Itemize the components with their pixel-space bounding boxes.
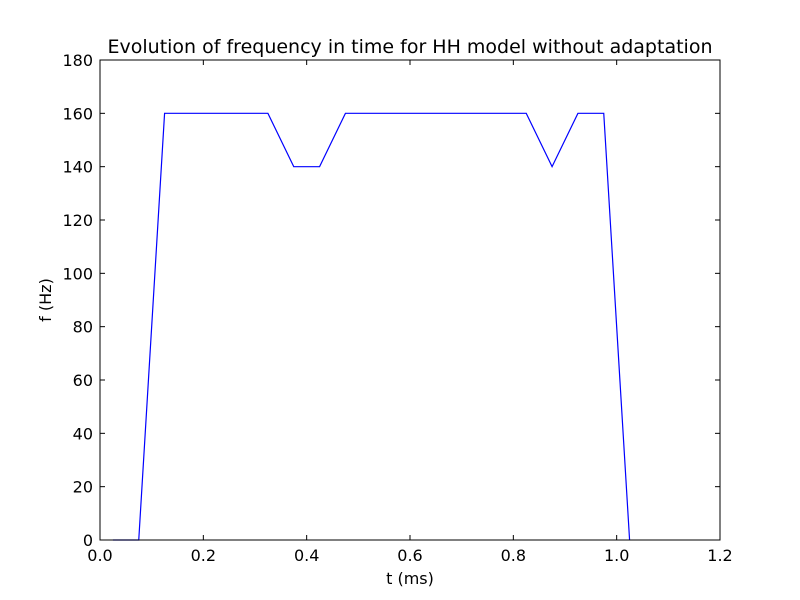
x-tick-label: 1.2 <box>707 546 732 565</box>
series-line-0 <box>112 112 631 541</box>
y-tick-label: 100 <box>62 264 93 283</box>
y-tick-label: 0 <box>83 531 93 550</box>
x-tick-label: 0.2 <box>191 546 216 565</box>
y-tick-label: 120 <box>62 211 93 230</box>
axis-ticks: 0.0 0.2 0.4 0.6 0.8 1.0 1.2 0 20 40 60 80 100 120 140 1… <box>62 51 732 565</box>
y-tick-label: 160 <box>62 104 93 123</box>
y-axis-label: f (Hz) <box>36 278 55 322</box>
y-tick-label: 80 <box>73 318 93 337</box>
y-tick-label: 20 <box>73 478 93 497</box>
x-tick-label: 1.0 <box>604 546 629 565</box>
x-tick-label: 0.4 <box>294 546 319 565</box>
plot-area <box>112 112 631 541</box>
chart-title: Evolution of frequency in time for HH mo… <box>108 36 713 58</box>
x-tick-label: 0.6 <box>397 546 422 565</box>
x-tick-label: 0.0 <box>87 546 112 565</box>
x-axis-label: t (ms) <box>386 569 434 588</box>
y-tick-label: 60 <box>73 371 93 390</box>
x-tick-label: 0.8 <box>501 546 526 565</box>
y-tick-label: 180 <box>62 51 93 70</box>
y-tick-label: 140 <box>62 158 93 177</box>
axes-frame <box>99 59 721 541</box>
y-tick-label: 40 <box>73 424 93 443</box>
